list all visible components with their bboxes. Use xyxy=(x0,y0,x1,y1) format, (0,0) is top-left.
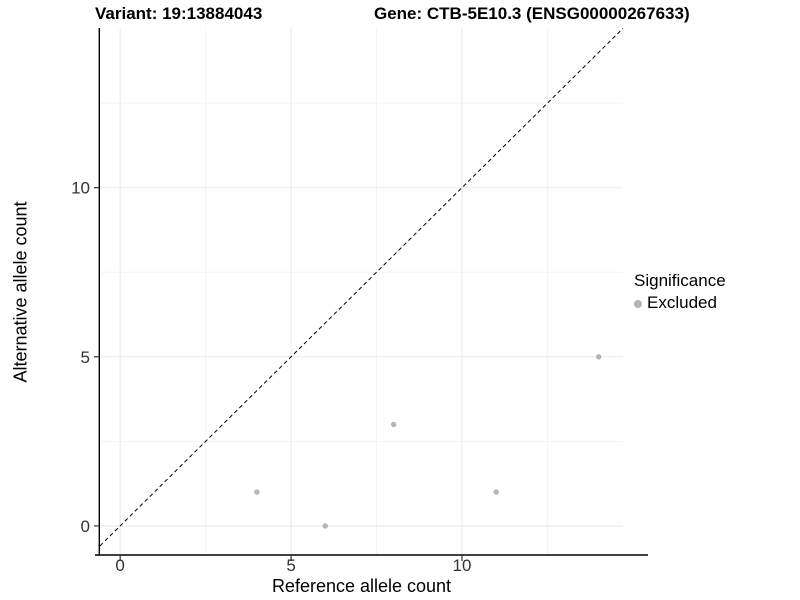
variant-title: Variant: 19:13884043 xyxy=(95,4,263,23)
gene-title: Gene: CTB-5E10.3 (ENSG00000267633) xyxy=(374,4,690,23)
data-point xyxy=(596,354,602,360)
x-axis-title: Reference allele count xyxy=(271,576,452,596)
y-axis-title: Alternative allele count xyxy=(10,201,31,383)
x-tick-label: 10 xyxy=(453,556,472,575)
y-tick-label: 5 xyxy=(81,348,90,367)
legend: Significance Excluded xyxy=(634,271,726,314)
legend-item-excluded: Excluded xyxy=(634,293,726,313)
legend-title: Significance xyxy=(634,271,726,290)
x-tick-label: 0 xyxy=(115,556,124,575)
y-tick-label: 10 xyxy=(71,179,90,198)
x-tick-label: 5 xyxy=(286,556,295,575)
identity-line xyxy=(99,27,624,547)
data-point xyxy=(254,489,260,495)
legend-point-icon xyxy=(634,299,642,308)
data-point xyxy=(493,489,499,495)
data-point xyxy=(390,421,397,428)
y-tick-label: 0 xyxy=(81,517,90,536)
legend-item-label: Excluded xyxy=(647,293,717,313)
data-point xyxy=(322,523,328,529)
